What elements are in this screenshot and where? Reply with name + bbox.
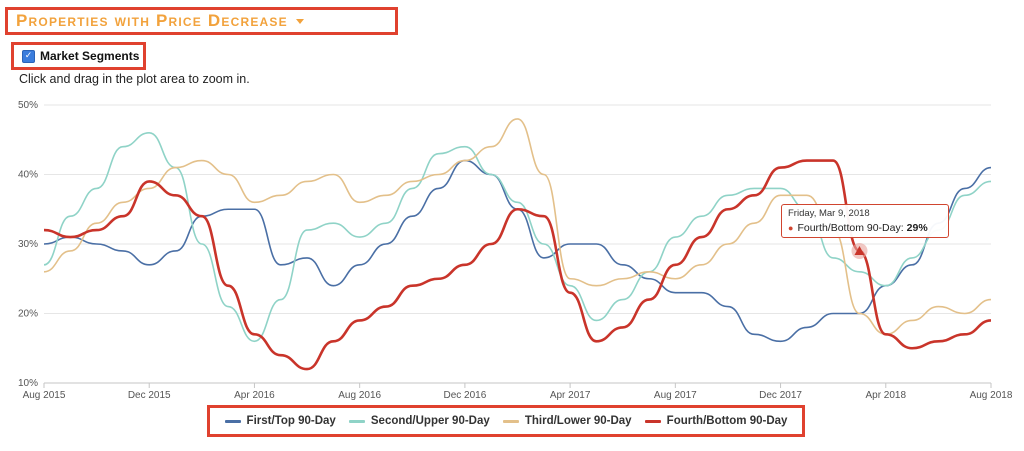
x-tick-label: Aug 2015	[23, 390, 66, 401]
legend-swatch-first	[224, 419, 241, 423]
y-tick-label: 20%	[18, 309, 38, 320]
market-segments-checkbox[interactable]: ✓	[22, 49, 35, 63]
legend-label-second: Second/Upper 90-Day	[370, 415, 490, 427]
market-segments-toggle[interactable]: ✓ Market Segments	[11, 42, 146, 70]
tooltip-bullet-icon: ●	[788, 223, 794, 233]
legend-label-first: First/Top 90-Day	[246, 415, 336, 427]
legend-label-fourth: Fourth/Bottom 90-Day	[666, 415, 788, 427]
y-tick-label: 40%	[18, 170, 38, 181]
series-line-fourth	[43, 159, 992, 371]
report-title: Properties with Price Decrease	[16, 11, 288, 30]
x-tick-label: Aug 2018	[970, 390, 1013, 401]
x-tick-label: Aug 2016	[338, 390, 381, 401]
legend-item-fourth[interactable]: Fourth/Bottom 90-Day	[644, 415, 788, 427]
legend-item-second[interactable]: Second/Upper 90-Day	[348, 415, 490, 427]
x-tick-label: Dec 2016	[443, 390, 486, 401]
tooltip-value: 29%	[906, 222, 928, 234]
legend-swatch-fourth	[644, 419, 661, 423]
chart-legend: First/Top 90-Day Second/Upper 90-Day Thi…	[207, 405, 805, 437]
x-tick-label: Dec 2015	[128, 390, 171, 401]
y-tick-label: 30%	[18, 239, 38, 250]
checkmark-icon: ✓	[24, 50, 33, 61]
x-tick-label: Apr 2016	[234, 390, 275, 401]
tooltip-row: ● Fourth/Bottom 90-Day: 29%	[788, 222, 942, 234]
series-line-second	[43, 132, 992, 343]
x-tick-label: Apr 2017	[550, 390, 591, 401]
legend-label-third: Third/Lower 90-Day	[524, 415, 632, 427]
chart-tooltip: Friday, Mar 9, 2018 ● Fourth/Bottom 90-D…	[781, 204, 949, 238]
market-segments-label: Market Segments	[40, 49, 140, 63]
report-title-dropdown[interactable]: Properties with Price Decrease	[5, 7, 398, 35]
x-tick-label: Apr 2018	[865, 390, 906, 401]
legend-item-first[interactable]: First/Top 90-Day	[224, 415, 336, 427]
chevron-down-icon[interactable]	[295, 18, 304, 24]
legend-item-third[interactable]: Third/Lower 90-Day	[502, 415, 632, 427]
highlight-marker-icon	[854, 245, 865, 255]
legend-swatch-third	[502, 419, 519, 423]
zoom-hint: Click and drag in the plot area to zoom …	[19, 72, 250, 86]
y-tick-label: 50%	[18, 100, 38, 111]
tooltip-series: Fourth/Bottom 90-Day:	[797, 222, 904, 234]
x-tick-label: Dec 2017	[759, 390, 802, 401]
x-tick-label: Aug 2017	[654, 390, 697, 401]
y-tick-label: 10%	[18, 378, 38, 389]
legend-swatch-second	[348, 419, 365, 423]
tooltip-date: Friday, Mar 9, 2018	[788, 208, 870, 219]
